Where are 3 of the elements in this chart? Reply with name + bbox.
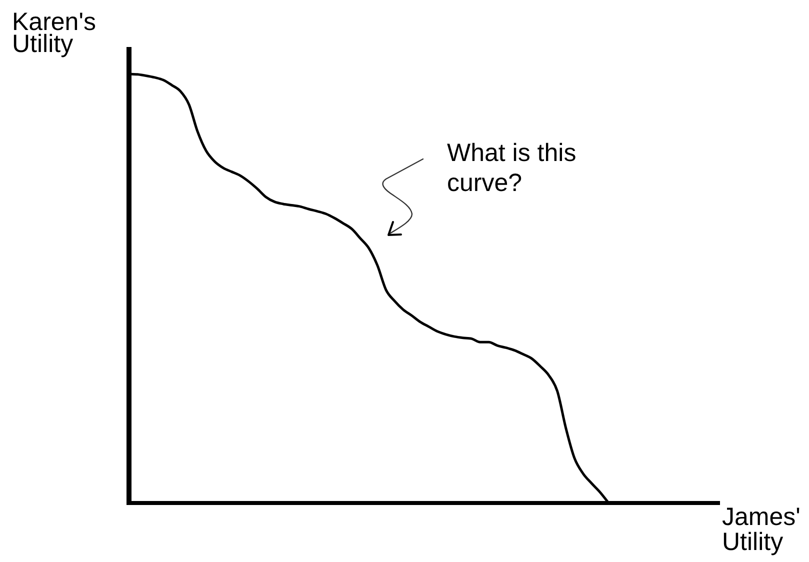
x-axis-title: James' Utility [722, 503, 802, 556]
y-axis-title: Karen's Utility [12, 8, 97, 58]
annotation: What is this curve? [447, 138, 578, 198]
